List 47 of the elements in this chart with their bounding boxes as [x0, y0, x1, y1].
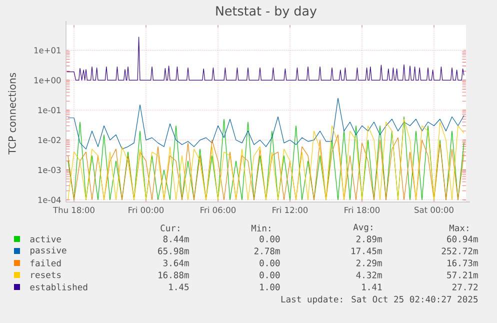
legend-label: failed: [30, 260, 61, 266]
x-tick-label: Fri 18:00: [344, 206, 380, 214]
y-tick-label: 1e+00: [34, 77, 61, 84]
text: Cur:: [160, 224, 180, 232]
text: 252.72m: [442, 248, 478, 254]
text: 0.00: [260, 272, 280, 278]
text: 65.98m: [158, 248, 189, 254]
text: 60.94m: [447, 236, 478, 242]
y-tick-label: 1e+01: [34, 47, 61, 54]
text: 8.44m: [163, 236, 189, 242]
y-tick-label: 1e-04: [38, 196, 61, 204]
text: 16.88m: [158, 272, 189, 278]
y-tick-label: 1e-01: [38, 106, 61, 114]
text: 16.73m: [448, 260, 478, 266]
text: Max:: [449, 224, 468, 232]
text: 57.21m: [447, 272, 478, 278]
text: 0.00: [260, 260, 280, 266]
text: 27.72: [452, 284, 478, 290]
text: 2.78m: [254, 248, 280, 254]
line-series: [68, 134, 464, 200]
legend-label: established: [30, 284, 88, 290]
chart-title: Netstat - by day: [216, 6, 317, 18]
text: 0.00: [260, 236, 280, 242]
text: 1.00: [260, 284, 280, 290]
text: Min:: [251, 224, 270, 232]
text: 1.45: [169, 284, 189, 290]
text: 3.64m: [163, 260, 189, 266]
y-axis-title: TCP connections: [8, 72, 16, 155]
legend-label: active: [30, 236, 61, 242]
text: 17.45m: [352, 248, 382, 254]
line-series: [66, 36, 464, 80]
text: 4.32m: [356, 272, 382, 278]
text: Last update: Sat Oct 25 02:40:27 2025: [281, 296, 478, 304]
x-tick-label: Fri 06:00: [200, 206, 236, 214]
text: Avg:: [353, 224, 372, 232]
x-tick-label: Thu 18:00: [52, 206, 94, 214]
x-tick-label: Fri 12:00: [272, 206, 308, 214]
text: 1.41: [362, 284, 382, 290]
y-tick-label: 1e-03: [38, 166, 61, 174]
legend-label: passive: [30, 246, 66, 256]
line-series: [68, 98, 464, 150]
text: 2.89m: [356, 236, 382, 242]
legend-label: resets: [31, 272, 61, 278]
y-tick-label: 1e-02: [38, 136, 60, 144]
x-tick-label: Sat 00:00: [414, 206, 454, 213]
x-tick-label: Fri 00:00: [128, 206, 164, 214]
text: 2.29m: [356, 260, 382, 266]
